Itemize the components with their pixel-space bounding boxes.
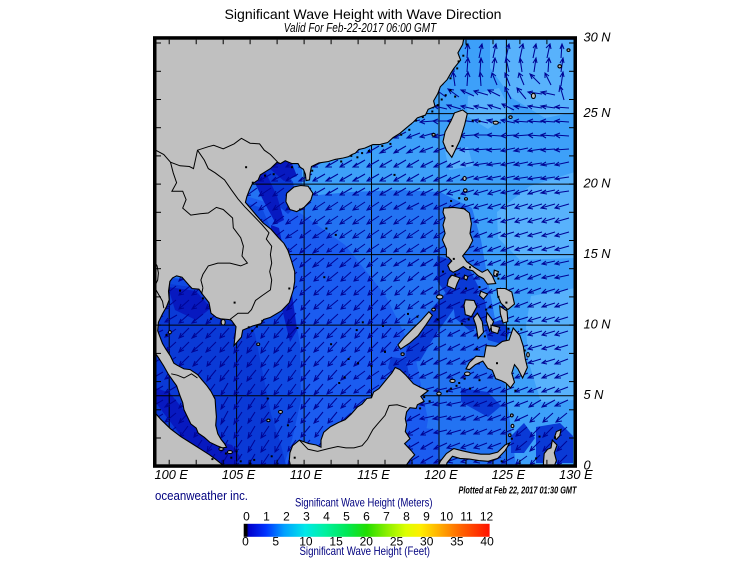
svg-text:Plotted at Feb 22, 2017 01:30: Plotted at Feb 22, 2017 01:30 GMT	[459, 486, 578, 497]
svg-text:6: 6	[363, 510, 370, 524]
svg-text:115 E: 115 E	[357, 467, 390, 482]
svg-text:Significant Wave Height (Meter: Significant Wave Height (Meters)	[295, 496, 433, 510]
svg-text:125 E: 125 E	[492, 467, 526, 482]
svg-text:Significant Wave Height (Feet): Significant Wave Height (Feet)	[300, 544, 431, 558]
svg-text:25 N: 25 N	[583, 105, 612, 120]
svg-text:Significant Wave Height with W: Significant Wave Height with Wave Direct…	[225, 6, 502, 22]
svg-text:25: 25	[390, 535, 404, 549]
svg-text:5: 5	[272, 535, 279, 549]
svg-text:40: 40	[480, 535, 494, 549]
svg-text:7: 7	[383, 510, 390, 524]
svg-text:30: 30	[420, 535, 434, 549]
svg-text:2: 2	[283, 510, 290, 524]
svg-text:1: 1	[263, 510, 270, 524]
svg-text:12: 12	[480, 510, 494, 524]
svg-text:15: 15	[329, 535, 343, 549]
svg-text:4: 4	[323, 510, 330, 524]
svg-text:0: 0	[243, 510, 250, 524]
svg-text:110 E: 110 E	[290, 467, 323, 482]
svg-text:20 N: 20 N	[583, 176, 612, 191]
svg-text:35: 35	[450, 535, 464, 549]
svg-text:10 N: 10 N	[584, 317, 612, 332]
svg-text:11: 11	[460, 510, 473, 524]
svg-text:5 N: 5 N	[584, 387, 605, 402]
svg-text:oceanweather inc.: oceanweather inc.	[155, 488, 248, 503]
svg-text:9: 9	[423, 510, 430, 524]
svg-text:120 E: 120 E	[424, 467, 458, 482]
svg-text:5: 5	[343, 510, 350, 524]
svg-text:0: 0	[242, 535, 249, 549]
svg-text:100 E: 100 E	[154, 467, 188, 482]
svg-text:130 E: 130 E	[559, 467, 593, 482]
svg-text:Valid For Feb-22-2017 06:00 GM: Valid For Feb-22-2017 06:00 GMT	[284, 20, 437, 35]
svg-text:0: 0	[584, 458, 592, 473]
svg-text:20: 20	[360, 535, 374, 549]
svg-text:105 E: 105 E	[222, 467, 256, 482]
svg-text:8: 8	[403, 510, 410, 524]
svg-text:10: 10	[299, 535, 313, 549]
svg-text:3: 3	[303, 510, 310, 524]
svg-text:10: 10	[440, 510, 454, 524]
svg-text:30 N: 30 N	[584, 30, 612, 45]
svg-text:15 N: 15 N	[584, 246, 612, 261]
